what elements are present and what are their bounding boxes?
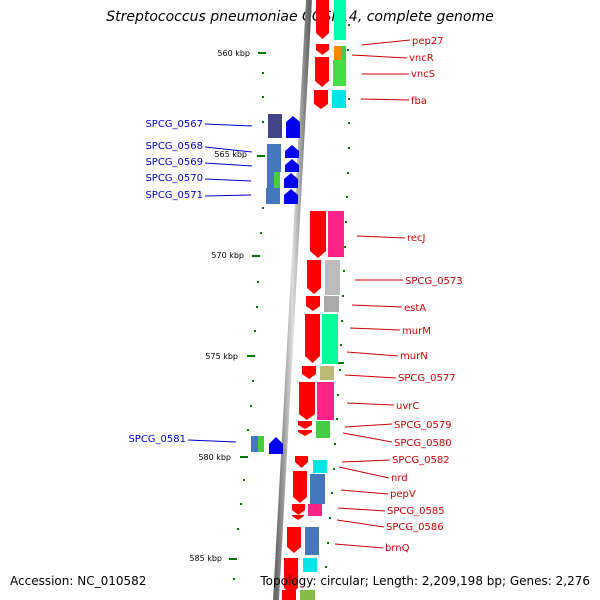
topology-text: Topology: circular; Length: 2,209,198 bp… xyxy=(260,574,590,588)
gene-label[interactable]: SPCG_0577 xyxy=(398,373,456,384)
reverse-gene-arrows xyxy=(269,116,300,454)
gene-label[interactable]: SPCG_0582 xyxy=(392,455,450,466)
gene-label[interactable]: estA xyxy=(404,303,426,314)
gene-label[interactable]: recJ xyxy=(407,233,426,244)
forward-gene-label-text: pep27 vncR vncS fba recJ SPCG_0573 estA … xyxy=(385,36,463,554)
scale-tick xyxy=(258,52,266,54)
gene-label[interactable]: SPCG_0568 xyxy=(145,141,203,152)
gene-label[interactable]: uvrC xyxy=(396,401,419,412)
scale-tick xyxy=(240,456,248,458)
minor-ticks-left xyxy=(233,72,264,580)
gene-label[interactable]: vncR xyxy=(409,53,434,64)
reverse-feature-boxes xyxy=(251,114,282,452)
gene-label[interactable]: vncS xyxy=(411,69,435,80)
gene-label[interactable]: SPCG_0569 xyxy=(145,157,203,168)
gene-label[interactable]: SPCG_0570 xyxy=(145,173,203,184)
minor-ticks-right xyxy=(325,24,350,568)
scale-tick xyxy=(229,558,237,560)
gene-label[interactable]: pep27 xyxy=(412,36,444,47)
genome-backbone xyxy=(273,0,312,600)
genome-title: Streptococcus pneumoniae CGSP14, complet… xyxy=(106,9,494,25)
reverse-gene-label-text: SPCG_0567 SPCG_0568 SPCG_0569 SPCG_0570 … xyxy=(128,119,203,445)
gene-label[interactable]: murM xyxy=(402,326,431,337)
gene-label[interactable]: SPCG_0585 xyxy=(387,506,445,517)
gene-label[interactable]: nrd xyxy=(391,473,408,484)
scale-label: 585 kbp xyxy=(189,554,222,563)
forward-gene-labels xyxy=(334,39,411,549)
scale-label: 580 kbp xyxy=(198,453,231,462)
gene-label[interactable]: fba xyxy=(411,96,427,107)
gene-label[interactable]: SPCG_0581 xyxy=(128,434,186,445)
scale-tick xyxy=(247,355,255,357)
gene-label[interactable]: murN xyxy=(400,351,428,362)
scale-label: 575 kbp xyxy=(205,352,238,361)
scale-label: 570 kbp xyxy=(211,251,244,260)
scale-label: 560 kbp xyxy=(217,49,250,58)
forward-gene-arrows xyxy=(282,0,329,600)
scale-tick xyxy=(252,255,260,257)
gene-label[interactable]: SPCG_0579 xyxy=(394,420,452,431)
gene-label[interactable]: SPCG_0567 xyxy=(145,119,203,130)
reverse-gene-labels xyxy=(187,123,253,443)
scale-label: 565 kbp xyxy=(214,150,247,159)
accession-text: Accession: NC_010582 xyxy=(10,574,147,588)
gene-label[interactable]: SPCG_0586 xyxy=(386,522,444,533)
scale-tick xyxy=(257,155,265,157)
gene-label[interactable]: SPCG_0573 xyxy=(405,276,463,287)
gene-label[interactable]: pepV xyxy=(390,489,416,500)
forward-feature-boxes xyxy=(300,0,346,600)
scale-tick xyxy=(338,362,344,364)
gene-label[interactable]: brnQ xyxy=(385,543,410,554)
scale-labels: 560 kbp 565 kbp 570 kbp 575 kbp 580 kbp … xyxy=(189,49,345,563)
gene-label[interactable]: SPCG_0580 xyxy=(394,438,452,449)
gene-label[interactable]: SPCG_0571 xyxy=(145,190,203,201)
